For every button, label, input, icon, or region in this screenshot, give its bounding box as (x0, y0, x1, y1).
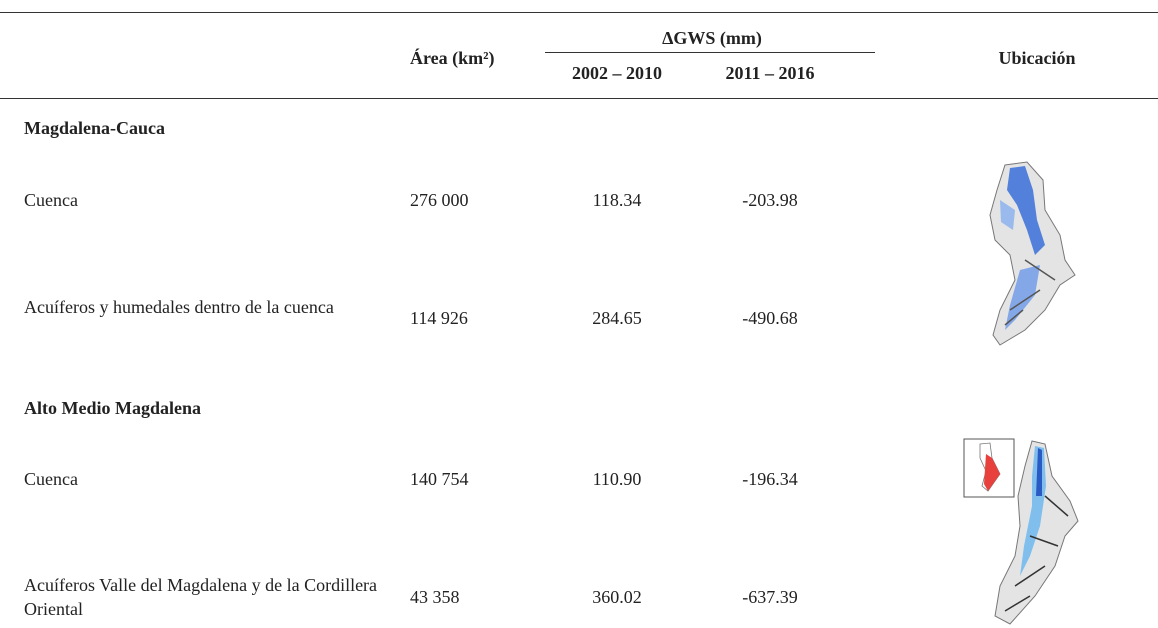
row-name: Cuenca (24, 190, 78, 210)
value: 360.02 (592, 587, 642, 607)
location-header: Ubicación (998, 48, 1076, 68)
gws-header: ΔGWS (mm) (662, 28, 762, 48)
area-header: Área (km²) (410, 48, 495, 68)
header-rule (0, 98, 1158, 99)
section-title: Magdalena-Cauca (24, 118, 165, 138)
area: 140 754 (410, 469, 469, 489)
value: 284.65 (592, 308, 642, 328)
area: 276 000 (410, 190, 469, 210)
value: -637.39 (742, 587, 798, 607)
area: 43 358 (410, 587, 460, 607)
value: -490.68 (742, 308, 798, 328)
value: 110.90 (592, 469, 642, 489)
row-name: Acuíferos Valle del Magdalena y de la Co… (24, 575, 378, 619)
section-title: Alto Medio Magdalena (24, 398, 201, 418)
top-rule (0, 12, 1158, 13)
period-header: 2002 – 2010 (572, 63, 662, 83)
gws-rule (545, 52, 875, 53)
row-name: Acuíferos y humedales dentro de la cuenc… (24, 297, 334, 317)
value: -203.98 (742, 190, 798, 210)
area: 114 926 (410, 308, 468, 328)
row-name: Cuenca (24, 469, 78, 489)
map-alto-medio (963, 438, 1079, 625)
value: 118.34 (592, 190, 642, 210)
value: -196.34 (742, 469, 798, 489)
period-header: 2011 – 2016 (725, 63, 815, 83)
map-magdalena-cauca (989, 161, 1076, 346)
